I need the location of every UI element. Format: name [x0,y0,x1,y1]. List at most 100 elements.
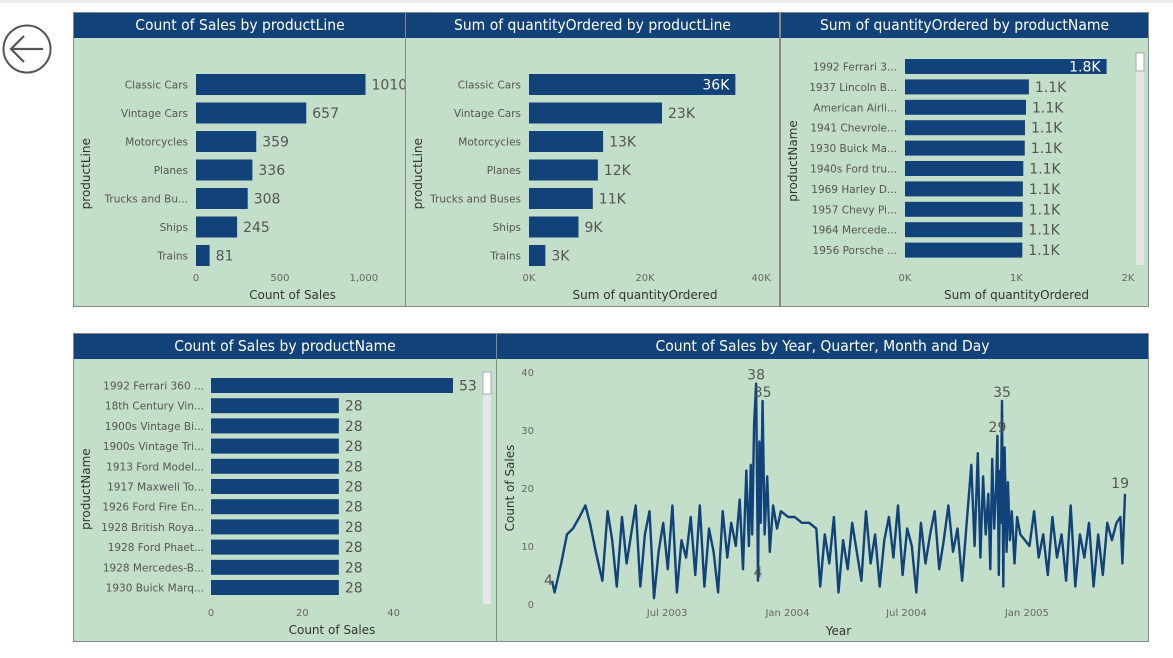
bar[interactable] [196,245,210,266]
category-label: Planes [487,165,521,177]
data-label: 23K [668,106,696,122]
category-label: 1900s Vintage Bi... [105,421,204,433]
bar[interactable] [529,216,579,238]
x-tick-label: Jan 2005 [1004,608,1049,619]
chart-panel-quantity-productname: Sum of quantityOrdered by productName 19… [780,12,1149,307]
bar[interactable] [211,378,453,393]
bar[interactable] [905,161,1024,176]
data-label: 1.1K [1028,223,1060,239]
category-label: 1957 Chevy Pi... [812,204,897,216]
data-label: 12K [604,163,632,179]
x-tick-label: 20K [635,273,655,284]
bar[interactable] [211,519,339,535]
bar[interactable] [211,539,339,555]
category-label: Classic Cars [458,80,521,92]
bar[interactable] [905,99,1026,115]
x-tick-label: Jul 2003 [646,608,688,619]
bar[interactable] [211,580,339,595]
bar[interactable] [196,74,366,95]
data-label: 336 [258,163,285,179]
x-tick-label: Jul 2004 [885,608,927,619]
x-axis-title: Sum of quantityOrdered [944,288,1089,302]
bar-chart-count-sales-productline[interactable]: Classic Cars 1010 Vintage Cars 657 Motorcycl… [74,13,407,307]
data-label: 1.1K [1028,243,1060,259]
chart-panel-count-sales-productline: Count of Sales by productLine Classic Ca… [73,12,407,307]
bar[interactable] [211,499,339,515]
bar[interactable] [905,140,1025,156]
category-label: Ships [493,222,521,234]
bar[interactable] [905,120,1025,136]
scrollbar-thumb[interactable] [482,371,492,395]
series-line[interactable] [550,382,1127,600]
bar[interactable] [196,131,257,152]
category-label: 1900s Vintage Tri... [103,441,204,453]
category-label: Trucks and Bu... [104,194,188,206]
x-tick-label: Jan 2004 [764,608,809,619]
scrollbar-thumb[interactable] [1135,52,1145,72]
bar[interactable] [211,479,339,494]
category-label: 1928 Mercedes-B... [103,562,204,574]
scrollbar-track[interactable] [483,372,491,604]
chart-title: Count of Sales by Year, Quarter, Month a… [497,334,1148,359]
bar[interactable] [211,418,339,434]
data-label: 1010 [372,78,407,94]
data-label: 1.1K [1035,80,1067,96]
bar[interactable] [529,159,598,181]
data-label: 11K [599,192,627,208]
bar[interactable] [196,102,307,124]
bar-chart-quantity-productname[interactable]: 1992 Ferrari 3... 1.8K 1937 Lincoln B... 1.… [781,13,1149,307]
category-label: Motorcycles [458,137,521,149]
y-axis-title: productLine [79,138,93,209]
bar[interactable] [905,242,1023,258]
bar[interactable] [211,559,339,575]
data-label: 657 [312,106,339,122]
bar[interactable] [905,59,1107,74]
bar[interactable] [529,131,604,152]
chart-title: Count of Sales by productLine [74,13,406,38]
data-label: 4 [754,565,763,581]
bar[interactable] [529,74,736,95]
scrollbar-track[interactable] [1136,53,1144,265]
x-tick-label: 40 [387,608,400,619]
y-tick-label: 20 [521,484,534,495]
bar[interactable] [905,181,1023,197]
back-button[interactable] [0,22,54,76]
data-label: 9K [584,220,603,236]
bar[interactable] [211,438,339,454]
data-label: 38 [747,368,765,384]
bar[interactable] [905,222,1023,238]
data-label: 28 [345,500,363,516]
top-divider [0,0,1173,3]
x-tick-label: 0 [193,273,199,284]
y-axis-title: productName [786,120,800,202]
data-label: 3K [551,249,570,265]
data-label: 1.1K [1031,141,1063,157]
bar[interactable] [905,201,1023,217]
category-label: 1928 Ford Phaet... [108,542,204,554]
bar-chart-quantity-productline[interactable]: Classic Cars 36K Vintage Cars 23K Motorcycle… [406,13,780,307]
category-label: American Airli... [813,102,897,114]
bar[interactable] [211,398,339,414]
bar[interactable] [196,188,248,209]
line-chart-count-sales-by-date[interactable]: 0 10 20 30 40 Jul 2003 Jan 2004 Jul 2004 Jan 200… [497,334,1149,642]
data-label: 13K [609,135,637,151]
data-label: 28 [345,560,363,576]
x-tick-label: 20 [296,608,309,619]
data-label: 1.1K [1032,100,1064,116]
bar-chart-count-sales-productname[interactable]: 1992 Ferrari 360 ... 53 18th Century Vin..… [74,334,497,642]
bar[interactable] [196,216,238,238]
data-label: 28 [345,419,363,435]
chart-panel-quantity-productline: Sum of quantityOrdered by productLine Cl… [405,12,780,307]
data-label: 36K [702,78,730,94]
data-label: 4 [544,573,553,589]
bar[interactable] [529,245,546,266]
data-label: 35 [754,385,772,401]
bar[interactable] [196,159,253,181]
bar[interactable] [211,458,339,474]
bar[interactable] [529,188,593,209]
x-tick-label: 0K [523,273,536,284]
bar[interactable] [529,102,663,124]
data-label: 28 [345,439,363,455]
bar[interactable] [905,79,1029,95]
x-tick-label: 0K [899,273,912,284]
